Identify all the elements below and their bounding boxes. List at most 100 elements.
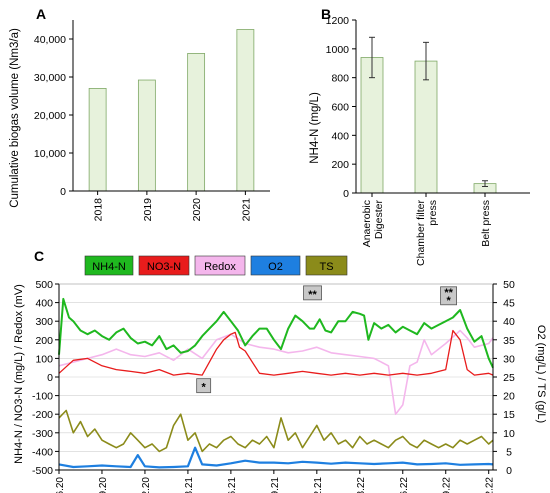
panel-c-right-tick-label: 10	[503, 428, 515, 440]
panel-c-left-tick-label: -100	[32, 391, 53, 403]
panel-a-y-axis-label: Cumulative biogas volume (Nm3/a)	[9, 28, 21, 208]
legend-swatch	[194, 255, 246, 276]
panel-b-y-tick-label: 800	[331, 73, 349, 85]
panel-c-significance-markers: ******	[196, 285, 457, 394]
panel-a-y-tick-label: 20,000	[34, 110, 66, 122]
panel-b-y-tick-label: 200	[331, 159, 349, 171]
legend-label: Redox	[204, 261, 236, 273]
panel-c-left-tick-label: 100	[35, 353, 53, 365]
panel-c-right-tick-label: 30	[503, 353, 515, 365]
panel-c-left-tick-label: -200	[32, 409, 53, 421]
significance-marker-label: *	[202, 382, 207, 394]
panel-c-letter: C	[34, 248, 44, 264]
panel-a-x-tick-label: 2020	[191, 198, 203, 222]
panel-c: C NH4-N NO3-N Redox O2 TS NH4-N / NO3-N (mg/…	[13, 248, 547, 493]
panel-c-right-tick-label: 25	[503, 372, 515, 384]
significance-marker-label: **	[444, 287, 453, 299]
panel-c-right-tick-label: 20	[503, 391, 515, 403]
panel-c-left-tick-label: 300	[35, 316, 53, 328]
panel-b-error-bars	[369, 36, 488, 188]
panel-b: B NH4-N (mg/L) 0 200 400 600 800 1000 1200 Ana…	[309, 6, 530, 266]
panel-a-y-tick-label: 0	[60, 186, 66, 198]
panel-b-y-tick-label: 600	[331, 102, 349, 114]
panel-c-left-tick-labels: -500 -400 -300 -200 -100 0 100 200 300 400 500	[32, 279, 53, 477]
panel-c-series	[58, 297, 494, 469]
panel-c-left-tick-label: 500	[35, 279, 53, 291]
panel-b-x-tick-labels: Anaerobic Digester Chamber filter press Belt…	[361, 200, 492, 266]
panel-a-x-tick-label: 2019	[142, 198, 154, 222]
panel-c-right-tick-label: 40	[503, 316, 515, 328]
legend-swatch	[305, 255, 348, 276]
panel-b-x-tick-label: Chamber filter	[415, 200, 427, 266]
panel-b-axes	[352, 19, 530, 197]
panel-a-letter: A	[36, 6, 46, 22]
panel-c-left-tick-label: -500	[32, 465, 53, 477]
panel-a-bar	[236, 29, 255, 192]
panel-b-y-tick-label: 0	[343, 188, 349, 200]
panel-c-x-tick-label: 01.06.21	[227, 477, 238, 493]
panel-c-right-axis-label: O2 (mg/L) / TS (g/L)	[535, 325, 547, 423]
legend-label: NO3-N	[147, 261, 181, 273]
panel-a-x-tick-label: 2018	[93, 198, 105, 222]
panel-a: A Cumulative biogas volume (Nm3/a) 0 10,0…	[9, 6, 270, 221]
legend-swatch	[250, 255, 301, 276]
panel-b-bars	[360, 57, 497, 194]
series-line-redox	[58, 329, 494, 416]
panel-b-y-tick-label: 400	[331, 130, 349, 142]
panel-a-y-tick-label: 10,000	[34, 148, 66, 160]
panel-c-x-tick-label: 01.12.21	[313, 477, 324, 493]
panel-c-left-tick-label: -300	[32, 428, 53, 440]
panel-b-y-axis-label: NH4-N (mg/L)	[309, 92, 321, 164]
panel-c-right-tick-label: 45	[503, 298, 515, 310]
legend-swatch	[84, 255, 134, 276]
panel-c-x-tick-label: 01.12.20	[141, 477, 152, 493]
series-line-ts	[58, 409, 494, 453]
panel-c-x-tick-label: 01.06.20	[55, 477, 66, 493]
significance-marker-label: *	[446, 295, 451, 307]
panel-a-x-tick-labels: 2018 2019 2020 2021	[93, 198, 253, 222]
panel-b-y-tick-label: 1200	[326, 15, 350, 27]
panel-b-letter: B	[321, 6, 331, 22]
panel-a-bar	[137, 79, 156, 192]
panel-a-y-tick-label: 40,000	[34, 34, 66, 46]
panel-b-y-tick-label: 1000	[326, 44, 350, 56]
significance-marker-box	[440, 286, 457, 306]
significance-marker-box	[303, 285, 322, 301]
panel-a-x-tick-label: 2021	[240, 198, 252, 222]
panel-c-left-tick-label: 0	[47, 372, 53, 384]
panel-c-x-tick-label: 01.03.21	[184, 477, 195, 493]
panel-c-left-tick-label: 200	[35, 335, 53, 347]
panel-c-legend: NH4-N NO3-N Redox O2 TS	[84, 255, 348, 276]
panel-b-x-tick-label: Belt press	[480, 200, 492, 247]
panel-a-bars	[88, 29, 255, 192]
panel-c-left-tick-label: -400	[32, 446, 53, 458]
panel-c-x-tick-label: 01.09.20	[98, 477, 109, 493]
panel-c-right-tick-label: 35	[503, 335, 515, 347]
panel-b-bar	[414, 60, 438, 194]
panel-b-x-tick-label: Anaerobic	[361, 200, 373, 247]
panel-a-y-tick-label: 30,000	[34, 72, 66, 84]
significance-marker-box	[196, 378, 212, 394]
panel-c-left-tick-label: 400	[35, 298, 53, 310]
panel-c-x-tick-label: 01.12.22	[485, 477, 496, 493]
panel-b-x-tick-label: Digester	[373, 200, 385, 240]
legend-label: NH4-N	[92, 261, 126, 273]
panel-a-y-tick-labels: 0 10,000 20,000 30,000 40,000	[34, 34, 66, 198]
legend-swatch	[138, 255, 190, 276]
panel-c-x-tick-label: 01.03.22	[356, 477, 367, 493]
legend-label: O2	[268, 261, 283, 273]
panel-c-x-tick-label: 01.09.22	[442, 477, 453, 493]
significance-marker-label: **	[308, 289, 317, 301]
panel-b-x-tick-label: press	[427, 200, 439, 226]
legend-label: TS	[319, 261, 333, 273]
panel-c-x-tick-label: 01.06.22	[399, 477, 410, 493]
series-line-o2	[58, 446, 494, 469]
panel-c-right-tick-label: 15	[503, 409, 515, 421]
panel-c-right-tick-label: 5	[506, 446, 512, 458]
panel-c-right-tick-label: 50	[503, 279, 515, 291]
series-line-nh4-n	[58, 297, 494, 369]
panel-b-y-tick-labels: 0 200 400 600 800 1000 1200	[326, 15, 350, 200]
panel-a-axes	[69, 20, 270, 195]
panel-c-right-tick-label: 0	[506, 465, 512, 477]
